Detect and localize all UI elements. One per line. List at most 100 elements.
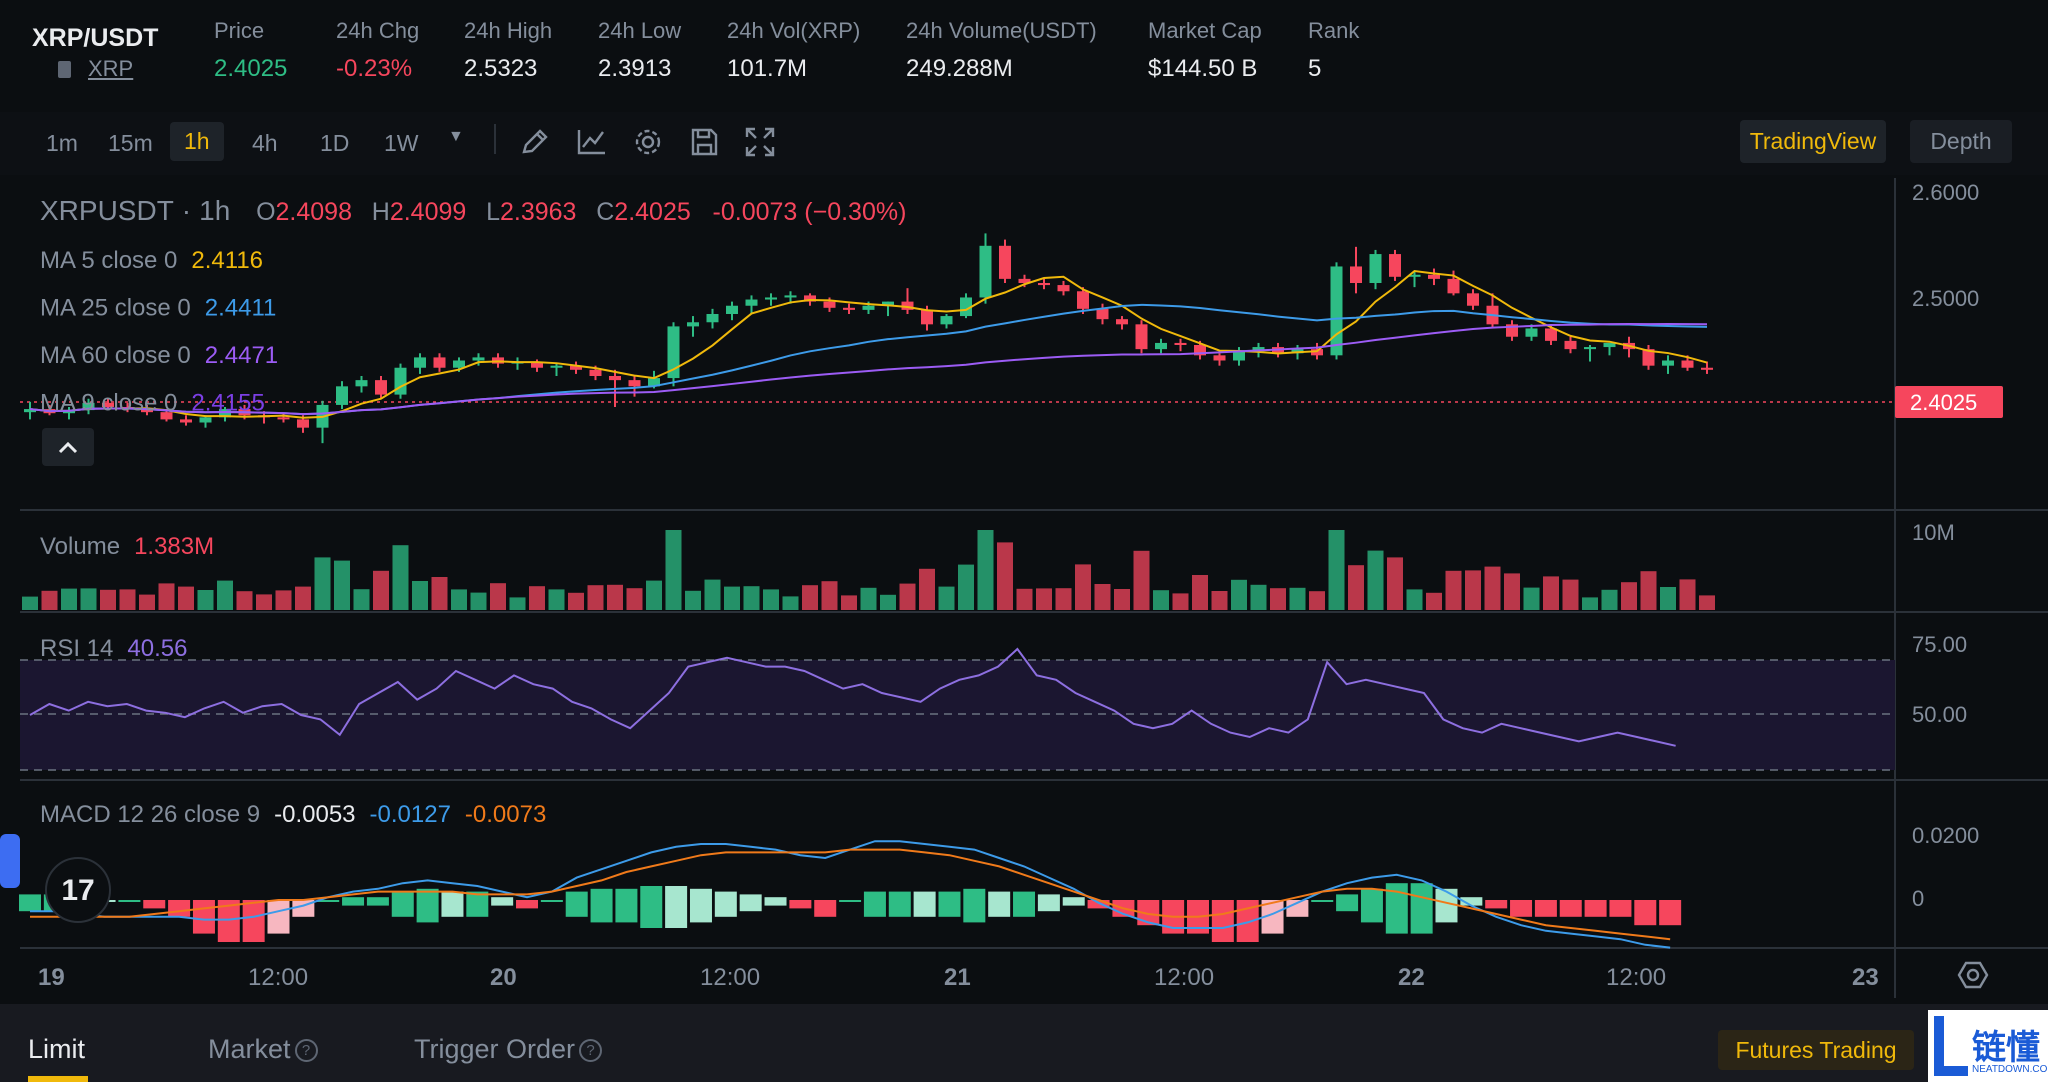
candle-body	[1389, 254, 1401, 277]
volume-bar	[1387, 557, 1403, 610]
volume-bar	[587, 585, 604, 610]
volume-bar	[743, 586, 760, 610]
time-tick: 12:00	[700, 964, 760, 991]
timeframe-1h[interactable]: 1h	[170, 122, 224, 161]
rsi-tick: 50.00	[1912, 702, 1967, 727]
candle-body	[160, 412, 173, 420]
timeframe-1D[interactable]: 1D	[320, 130, 350, 156]
macd-hist-bar	[1211, 900, 1234, 942]
candle-body	[355, 380, 368, 387]
volume-bar	[938, 586, 955, 610]
volume-bar	[802, 585, 818, 610]
candle-body	[1428, 274, 1440, 279]
price-chart[interactable]: XRPUSDT · 1h O2.4098 H2.4099 L2.3963 C2.40…	[0, 178, 2048, 998]
last-price-tag: 2.4025	[1910, 390, 1977, 415]
macd-hist-bar	[317, 900, 340, 902]
volume-bar	[1250, 584, 1267, 610]
macd-hist-bar	[1485, 900, 1508, 909]
help-icon[interactable]: ?	[294, 1039, 318, 1063]
volume-bar	[295, 586, 311, 610]
candle-body	[1135, 324, 1148, 350]
volume-bar	[373, 570, 389, 610]
collapse-legend-button[interactable]	[42, 428, 94, 466]
candle-body	[1584, 347, 1596, 350]
volume-bar	[1367, 550, 1384, 610]
macd-hist-bar	[1609, 900, 1632, 917]
timeframe-15m[interactable]: 15m	[108, 130, 153, 156]
futures-trading-button[interactable]: Futures Trading	[1718, 1030, 1914, 1070]
macd-hist-bar	[1062, 897, 1085, 906]
candle-body	[804, 295, 816, 302]
volume-bar	[100, 589, 116, 610]
time-tick: 12:00	[1154, 964, 1214, 991]
timeframe-1W[interactable]: 1W	[384, 130, 419, 156]
macd-hist-bar	[789, 900, 812, 909]
volume-bar	[334, 560, 350, 610]
save-icon[interactable]	[691, 128, 718, 156]
time-tick: 22	[1398, 964, 1425, 991]
coin-link[interactable]: XRP	[88, 56, 134, 81]
volume-bar	[1211, 591, 1228, 610]
chart-settings-icon[interactable]	[1957, 961, 1989, 989]
time-tick: 19	[38, 964, 65, 991]
tradingview-logo[interactable]: 17	[45, 857, 111, 923]
timeframe-4h[interactable]: 4h	[252, 130, 278, 156]
candle-body	[999, 245, 1011, 279]
stat-label: Price	[214, 18, 265, 43]
macd-hist-bar	[267, 900, 290, 934]
ma-legend: MA 5 close 0 2.4116 MA 25 close 0 2.4411 MA …	[40, 247, 278, 417]
indicator-icon[interactable]	[577, 130, 605, 155]
candle-body	[1447, 278, 1460, 294]
volume-bar	[1348, 565, 1364, 610]
macd-hist-bar	[839, 900, 862, 902]
macd-hist-bar	[366, 897, 389, 906]
macd-hist-bar	[540, 900, 563, 902]
tab-market[interactable]: Market?	[208, 1034, 318, 1065]
volume-bar	[1504, 573, 1520, 610]
toolbar-divider	[494, 124, 496, 154]
volume-bar	[139, 594, 155, 610]
volume-legend: Volume 1.383M	[40, 533, 214, 560]
chevron-down-icon[interactable]: ▼	[448, 128, 464, 145]
stat-label: 24h Vol(XRP)	[727, 18, 861, 43]
macd-hist-bar	[814, 900, 837, 917]
volume-bar	[1133, 550, 1150, 610]
tab-limit[interactable]: Limit	[28, 1034, 86, 1064]
pair-title[interactable]: XRP/USDT	[32, 24, 159, 52]
help-icon[interactable]: ?	[579, 1039, 603, 1063]
macd-hist-bar	[665, 886, 688, 928]
candle-body	[1525, 328, 1538, 337]
chevron-up-icon	[58, 441, 78, 454]
candle-body	[882, 301, 894, 306]
candle-body	[1642, 349, 1655, 366]
fullscreen-icon[interactable]	[745, 127, 775, 157]
time-tick: 12:00	[248, 964, 308, 991]
coin-info-icon	[58, 61, 71, 78]
volume-bar	[22, 596, 38, 610]
draw-pencil-icon[interactable]	[522, 129, 548, 154]
volume-bar	[860, 587, 877, 610]
volume-bar	[80, 588, 97, 610]
macd-tick: 0.0200	[1912, 823, 1979, 848]
stat-label: Rank	[1308, 18, 1360, 43]
tab-trigger-order[interactable]: Trigger Order?	[414, 1034, 603, 1065]
ma-legend-item: MA 5 close 0 2.4116	[40, 247, 263, 274]
volume-bar	[1075, 564, 1091, 610]
candle-body	[1077, 291, 1089, 309]
candle-body	[1545, 328, 1557, 341]
macd-hist-bar	[1013, 891, 1036, 917]
volume-bar	[1231, 579, 1247, 610]
stat-label: 24h Low	[598, 18, 682, 43]
side-panel-handle[interactable]	[0, 834, 20, 888]
macd-hist-bar	[168, 900, 191, 917]
gear-icon[interactable]	[635, 129, 661, 155]
depth-button[interactable]: Depth	[1910, 120, 2012, 163]
macd-hist-bar	[913, 891, 936, 917]
tradingview-button[interactable]: TradingView	[1740, 120, 1886, 163]
time-axis: 19 12:00 20 12:00 21 12:00 22 12:00 23	[38, 964, 1879, 991]
timeframe-1m[interactable]: 1m	[46, 130, 78, 156]
candle-body	[1467, 293, 1479, 306]
volume-bar	[275, 590, 292, 610]
volume-tick: 10M	[1912, 520, 1955, 545]
ma-legend-item: MA 25 close 0 2.4411	[40, 295, 276, 322]
